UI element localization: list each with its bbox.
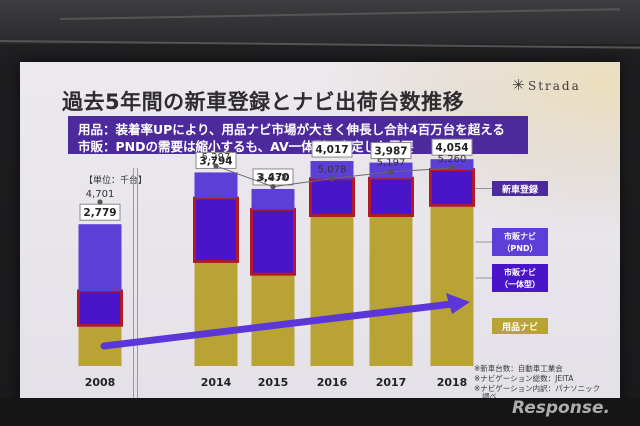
legend-label: 市販ナビ: [504, 267, 536, 277]
new-car-registration-label: 4,938: [259, 173, 288, 184]
x-tick-label: 2014: [201, 376, 232, 389]
new-car-registration-label: 4,701: [86, 189, 115, 200]
bar-retail-pnd-navi: [78, 224, 122, 291]
bar-retail-integrated-navi: [429, 168, 475, 207]
legend-swatch: [492, 318, 548, 334]
new-car-registration-point: [329, 176, 335, 182]
bar-retail-integrated-navi: [77, 289, 123, 327]
growth-trend-arrowhead: [446, 293, 470, 314]
total-label: 4,017: [315, 144, 348, 156]
new-car-registration-label: 5,297: [202, 152, 231, 163]
legend-swatch: [492, 264, 548, 292]
total-label: 4,054: [435, 142, 468, 154]
bar-retail-pnd-navi: [251, 188, 295, 210]
source-note: 調べ: [482, 392, 497, 401]
bar-retail-integrated-navi: [309, 177, 355, 217]
new-car-registration-label: 5,197: [377, 158, 406, 169]
total-label-box: [431, 138, 473, 156]
bar-accessory-navi: [251, 274, 295, 366]
total-label: 3,794: [199, 155, 232, 167]
brand-name: Strada: [528, 79, 581, 93]
legend-label: 新車登録: [502, 184, 539, 196]
axis-break-line: [137, 168, 138, 398]
watermark: Response.: [512, 398, 610, 418]
new-car-registration-label: 5,078: [318, 165, 347, 176]
new-car-registration-point: [388, 169, 394, 175]
total-label: 2,779: [83, 207, 116, 219]
bar-accessory-navi: [369, 215, 413, 366]
x-tick-label: 2015: [258, 376, 289, 389]
bar-accessory-navi: [430, 205, 474, 366]
new-car-registration-point: [449, 165, 455, 171]
bar-accessory-navi: [310, 215, 354, 366]
source-note: ※ナビゲーション内訳：パナソニック: [474, 384, 601, 393]
axis-break-line: [133, 168, 134, 398]
unit-note: 【単位：千台】: [84, 176, 148, 186]
bar-retail-pnd-navi: [430, 159, 474, 170]
total-label: 3,987: [374, 146, 407, 158]
bar-retail-integrated-navi: [250, 207, 296, 276]
x-tick-label: 2016: [317, 376, 348, 389]
bar-retail-integrated-navi: [368, 176, 414, 217]
legend-label: （PND）: [502, 243, 537, 253]
new-car-registration-label: 5,260: [438, 154, 467, 165]
ceiling: [0, 0, 640, 44]
audience-foreground: [0, 398, 640, 426]
legend-swatch: [492, 228, 548, 256]
new-car-registration-point: [213, 163, 219, 169]
x-tick-label: 2017: [376, 376, 407, 389]
legend-swatch: [492, 181, 548, 196]
bar-retail-pnd-navi: [194, 172, 238, 199]
source-note: ※ナビゲーション総数：JEITA: [474, 374, 574, 383]
summary-box: 用品：装着率UPにより、用品ナビ市場が大きく伸長し合計4百万台を超える 市販：P…: [68, 116, 528, 154]
total-label-box: [370, 142, 412, 160]
summary-line-accessory: 用品：装着率UPにより、用品ナビ市場が大きく伸長し合計4百万台を超える: [78, 122, 505, 137]
x-tick-label: 2008: [85, 376, 116, 389]
new-car-registration-point: [97, 199, 103, 205]
growth-trend-arrow: [100, 300, 456, 350]
bar-retail-integrated-navi: [193, 196, 239, 263]
bar-accessory-navi: [194, 261, 238, 366]
source-note: ※新車台数：自動車工業会: [474, 364, 563, 373]
x-tick-label: 2018: [437, 376, 468, 389]
slide-title: 過去5年間の新車登録とナビ出荷台数推移: [62, 90, 465, 114]
legend-label: 用品ナビ: [501, 321, 538, 333]
bar-retail-pnd-navi: [310, 161, 354, 179]
legend-label: （一体型）: [500, 279, 540, 289]
new-car-registration-point: [270, 184, 276, 190]
legend-label: 市販ナビ: [504, 231, 536, 241]
total-label: 3,470: [256, 172, 289, 184]
total-label-box: [311, 140, 353, 158]
brand-mark-icon: ✳: [512, 76, 525, 94]
